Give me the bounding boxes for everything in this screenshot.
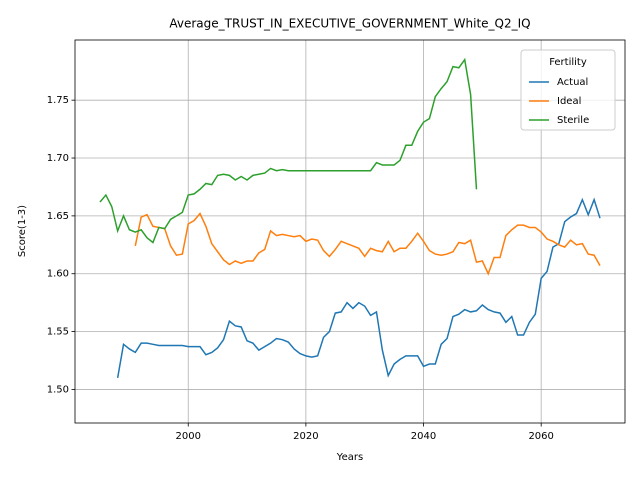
y-tick-label: 1.60 xyxy=(47,269,69,280)
y-tick-label: 1.75 xyxy=(47,95,69,106)
x-axis-label: Years xyxy=(336,452,363,463)
x-tick-label: 2000 xyxy=(176,431,201,442)
plot-frame xyxy=(74,39,626,424)
x-tick-label: 2060 xyxy=(528,431,553,442)
legend-label: Sterile xyxy=(557,115,589,126)
legend-label: Ideal xyxy=(557,96,581,107)
line-series xyxy=(116,197,601,378)
y-axis-label: Score(1-3) xyxy=(17,205,28,257)
y-tick-label: 1.65 xyxy=(47,211,69,222)
legend-label: Actual xyxy=(557,77,588,88)
legend-box xyxy=(520,49,616,131)
x-tick-label: 2020 xyxy=(293,431,318,442)
y-tick-label: 1.50 xyxy=(47,384,69,395)
line-series xyxy=(134,212,601,276)
y-tick-label: 1.70 xyxy=(47,153,69,164)
x-tick-label: 2040 xyxy=(411,431,436,442)
chart-title: Average_TRUST_IN_EXECUTIVE_GOVERNMENT_Wh… xyxy=(169,17,530,31)
line-series xyxy=(99,57,478,244)
legend-title: Fertility xyxy=(549,57,587,68)
y-tick-label: 1.55 xyxy=(47,327,69,338)
